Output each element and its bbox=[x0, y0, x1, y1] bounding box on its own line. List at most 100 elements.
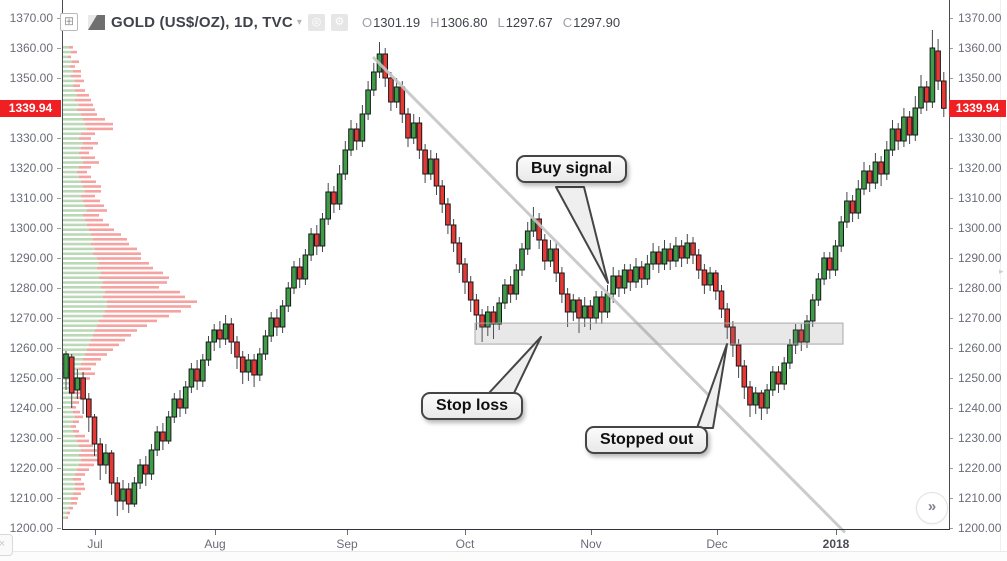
candle[interactable] bbox=[787, 344, 793, 364]
candle[interactable] bbox=[74, 377, 81, 391]
candle[interactable] bbox=[262, 335, 269, 355]
candle[interactable] bbox=[576, 299, 582, 319]
candle[interactable] bbox=[884, 149, 890, 175]
candle[interactable] bbox=[581, 305, 588, 319]
candle[interactable] bbox=[507, 284, 514, 295]
candle[interactable] bbox=[678, 245, 685, 259]
candle[interactable] bbox=[849, 200, 856, 214]
candle[interactable] bbox=[91, 416, 98, 445]
candle[interactable] bbox=[399, 86, 406, 115]
candle[interactable] bbox=[695, 254, 702, 271]
candle[interactable] bbox=[918, 86, 924, 109]
candle[interactable] bbox=[308, 233, 314, 256]
candle[interactable] bbox=[935, 50, 941, 82]
candle[interactable] bbox=[359, 113, 366, 142]
candle[interactable] bbox=[393, 86, 400, 103]
candle[interactable] bbox=[872, 161, 879, 184]
candle[interactable] bbox=[268, 317, 274, 337]
candle[interactable] bbox=[428, 158, 434, 175]
candle[interactable] bbox=[285, 287, 292, 307]
axis-collapse-icon[interactable]: ▸ bbox=[999, 266, 1004, 276]
candle[interactable] bbox=[758, 392, 765, 409]
candle[interactable] bbox=[770, 371, 776, 391]
candle[interactable] bbox=[713, 272, 719, 292]
candle[interactable] bbox=[245, 359, 252, 373]
candle[interactable] bbox=[125, 488, 132, 505]
candle[interactable] bbox=[827, 257, 833, 271]
candle[interactable] bbox=[747, 386, 753, 406]
candle[interactable] bbox=[120, 488, 126, 502]
candle[interactable] bbox=[211, 329, 217, 343]
corner-button[interactable]: × bbox=[0, 534, 13, 556]
candle[interactable] bbox=[735, 344, 742, 367]
candle[interactable] bbox=[234, 341, 240, 358]
candle[interactable] bbox=[154, 431, 160, 451]
candle[interactable] bbox=[570, 299, 577, 313]
candle[interactable] bbox=[809, 299, 816, 322]
candle[interactable] bbox=[348, 128, 354, 151]
candle[interactable] bbox=[251, 359, 257, 376]
candle[interactable] bbox=[599, 296, 605, 313]
candle[interactable] bbox=[143, 464, 149, 475]
candle[interactable] bbox=[456, 242, 463, 265]
candle[interactable] bbox=[861, 170, 867, 190]
candle[interactable] bbox=[832, 245, 839, 271]
candle[interactable] bbox=[906, 116, 913, 136]
candle[interactable] bbox=[638, 266, 645, 280]
candle[interactable] bbox=[627, 269, 634, 283]
candle[interactable] bbox=[929, 47, 936, 103]
candle[interactable] bbox=[633, 266, 639, 283]
candle[interactable] bbox=[365, 89, 371, 115]
candle[interactable] bbox=[63, 353, 69, 379]
candle[interactable] bbox=[707, 272, 713, 286]
stop-loss-callout[interactable]: Stop loss bbox=[421, 392, 524, 420]
support-zone[interactable] bbox=[474, 322, 844, 345]
candle[interactable] bbox=[222, 323, 229, 340]
candle[interactable] bbox=[616, 275, 622, 289]
candle[interactable] bbox=[553, 248, 560, 274]
candle[interactable] bbox=[490, 311, 497, 325]
candle[interactable] bbox=[410, 122, 417, 139]
candle[interactable] bbox=[217, 329, 223, 340]
candle[interactable] bbox=[336, 173, 343, 205]
symbol-title[interactable]: GOLD (US$/OZ), 1D, TVC bbox=[111, 13, 293, 31]
candle[interactable] bbox=[519, 248, 525, 271]
candle[interactable] bbox=[473, 299, 480, 316]
candle[interactable] bbox=[673, 245, 679, 262]
candle[interactable] bbox=[342, 149, 349, 175]
candle[interactable] bbox=[764, 389, 770, 409]
candle[interactable] bbox=[912, 107, 919, 136]
candle[interactable] bbox=[239, 356, 246, 373]
candle[interactable] bbox=[844, 200, 850, 223]
candle[interactable] bbox=[775, 371, 782, 385]
candle[interactable] bbox=[593, 296, 599, 319]
candle[interactable] bbox=[137, 464, 143, 484]
candle[interactable] bbox=[405, 113, 411, 139]
candle[interactable] bbox=[690, 242, 696, 256]
candle[interactable] bbox=[941, 80, 947, 109]
candle[interactable] bbox=[433, 158, 440, 187]
candle[interactable] bbox=[496, 302, 502, 325]
candle[interactable] bbox=[279, 305, 286, 328]
candle[interactable] bbox=[542, 239, 548, 262]
candle[interactable] bbox=[724, 308, 731, 328]
candle[interactable] bbox=[559, 272, 565, 295]
candle[interactable] bbox=[889, 128, 896, 151]
candle[interactable] bbox=[200, 359, 206, 382]
candle[interactable] bbox=[416, 122, 423, 151]
candle[interactable] bbox=[86, 398, 92, 418]
candle[interactable] bbox=[564, 293, 571, 313]
candle[interactable] bbox=[371, 71, 377, 91]
candle[interactable] bbox=[291, 266, 297, 289]
candle[interactable] bbox=[177, 398, 183, 409]
candle[interactable] bbox=[781, 362, 788, 385]
candle[interactable] bbox=[587, 305, 594, 319]
candle[interactable] bbox=[866, 170, 873, 184]
candle[interactable] bbox=[798, 329, 805, 343]
candle[interactable] bbox=[462, 263, 468, 283]
candle[interactable] bbox=[752, 392, 759, 406]
chevron-down-icon[interactable]: ▾ bbox=[296, 16, 302, 28]
candle[interactable] bbox=[388, 77, 394, 103]
candle[interactable] bbox=[479, 314, 485, 328]
